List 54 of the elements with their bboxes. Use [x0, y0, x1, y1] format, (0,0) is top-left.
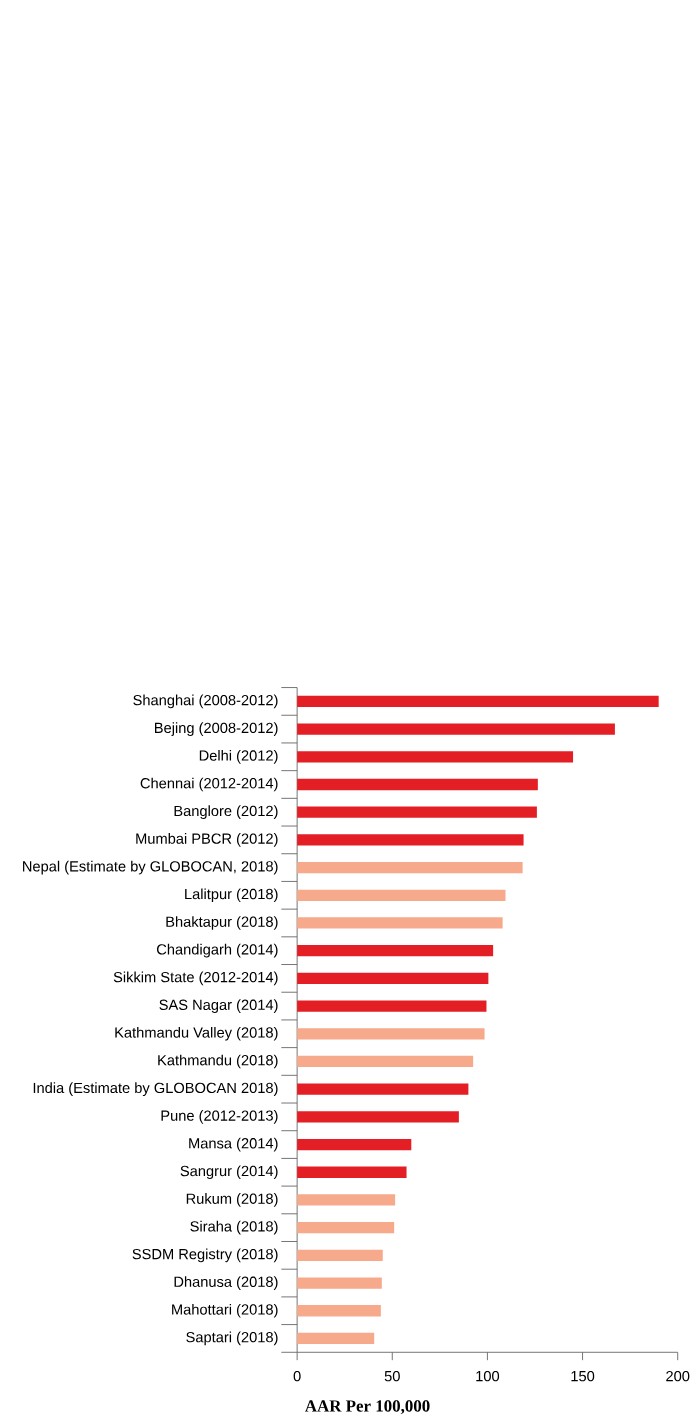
y-tick-label: Dhanusa (2018)	[174, 1276, 278, 1290]
y-tick-label: Mansa (2014)	[189, 1137, 278, 1152]
bar	[297, 1194, 396, 1206]
x-tick-label: 200	[666, 1370, 690, 1382]
y-tick-label: Kathmandu Valley (2018)	[115, 1026, 278, 1041]
y-tick-label: Kathmandu (2018)	[158, 1054, 278, 1069]
y-tick-label: Nepal (Estimate by GLOBOCAN, 2018)	[23, 860, 278, 875]
bar	[297, 1222, 395, 1234]
bar	[297, 751, 574, 763]
y-tick-label: Banglore (2012)	[174, 805, 278, 820]
bar	[297, 778, 538, 791]
bar	[297, 1028, 485, 1040]
x-axis-title: AAR Per 100,000	[304, 1400, 430, 1415]
bar	[297, 1083, 469, 1095]
x-tick-label: 0	[293, 1370, 301, 1382]
y-tick-label: Rukum (2018)	[186, 1193, 278, 1207]
y-tick-label: Chennai (2012-2014)	[140, 777, 278, 792]
x-tick-label: 150	[571, 1370, 595, 1382]
y-tick-label: SSDM Registry (2018)	[132, 1248, 278, 1263]
y-tick-label: SAS Nagar (2014)	[159, 999, 278, 1013]
y-tick-label: Sangrur (2014)	[180, 1165, 278, 1180]
bar	[297, 1277, 382, 1289]
bar	[297, 1332, 375, 1345]
x-tick-label: 50	[384, 1370, 400, 1382]
bar	[297, 889, 506, 901]
bar	[297, 1138, 412, 1151]
y-tick-label: Lalitpur (2018)	[185, 888, 278, 903]
y-tick-label: Delhi (2012)	[199, 749, 278, 764]
bar	[297, 1111, 459, 1123]
y-tick-label: Sikkim State (2012-2014)	[113, 971, 278, 986]
bar	[297, 723, 615, 735]
y-tick-label: Mumbai PBCR (2012)	[136, 833, 278, 847]
y-tick-label: Shanghai (2008-2012)	[133, 694, 278, 709]
bar	[297, 806, 537, 818]
bar	[297, 917, 503, 929]
bar	[297, 1055, 474, 1068]
y-tick-label: India (Estimate by GLOBOCAN 2018)	[33, 1082, 278, 1096]
y-tick-label: Saptari (2018)	[186, 1331, 278, 1346]
y-tick-label: Bhaktapur (2018)	[166, 916, 278, 930]
bar	[297, 861, 523, 874]
bar	[297, 834, 524, 846]
bar	[297, 1249, 383, 1261]
y-tick-label: Pune (2012-2013)	[161, 1110, 278, 1124]
y-tick-label: Bejing (2008-2012)	[155, 722, 278, 736]
bar	[297, 972, 489, 985]
y-tick-label: Mahottari (2018)	[172, 1303, 278, 1318]
bar	[297, 1305, 381, 1317]
bar	[297, 695, 659, 708]
bar	[297, 1000, 487, 1012]
y-tick-label: Siraha (2018)	[190, 1220, 278, 1235]
bar	[297, 1166, 407, 1178]
x-tick-label: 100	[476, 1370, 500, 1382]
bar	[297, 945, 494, 957]
y-tick-label: Chandigarh (2014)	[156, 943, 278, 958]
